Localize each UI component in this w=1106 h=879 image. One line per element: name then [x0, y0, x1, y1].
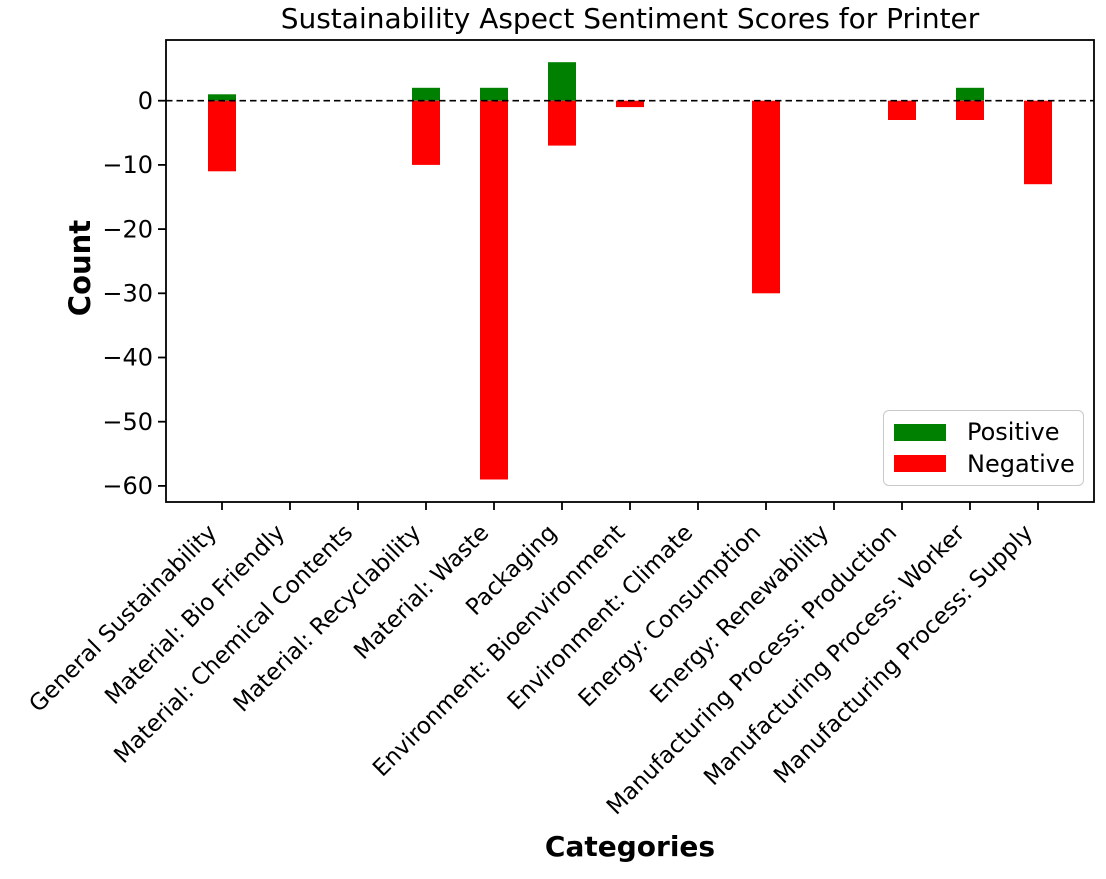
x-axis-label: Categories: [544, 830, 716, 863]
bar-positive-general-sustainability: [208, 94, 236, 101]
y-tick-label--50: −50: [102, 408, 153, 436]
y-tick-label--40: −40: [102, 344, 153, 372]
y-tick-label-0: 0: [138, 87, 153, 115]
bar-negative-manufacturing-process-production: [888, 100, 916, 120]
legend-label-negative: Negative: [967, 449, 1075, 478]
legend-swatch-negative-icon: [894, 455, 946, 473]
y-tick-label--20: −20: [102, 215, 153, 243]
bar-negative-manufacturing-process-supply: [1024, 100, 1052, 185]
bar-negative-material-waste: [480, 100, 508, 480]
bar-negative-packaging: [548, 100, 576, 146]
y-tick-label--10: −10: [102, 151, 153, 179]
legend: Positive Negative: [883, 410, 1084, 486]
bar-positive-material-waste: [480, 87, 508, 101]
bar-positive-packaging: [548, 62, 576, 101]
bar-negative-material-recyclability: [412, 100, 440, 165]
legend-entry-negative: Negative: [894, 449, 1075, 478]
bar-negative-energy-consumption: [752, 100, 780, 294]
legend-label-positive: Positive: [967, 418, 1060, 447]
chart-title: Sustainability Aspect Sentiment Scores f…: [280, 2, 980, 35]
legend-entry-positive: Positive: [894, 418, 1073, 446]
bar-positive-manufacturing-process-worker: [956, 87, 984, 101]
legend-swatch-positive-icon: [894, 423, 946, 441]
bar-positive-material-recyclability: [412, 87, 440, 101]
bar-negative-manufacturing-process-worker: [956, 100, 984, 120]
y-tick-label--30: −30: [102, 279, 153, 307]
x-tick-label-environment-bioenvironment: Environment: Bioenvironment: [368, 520, 630, 782]
bar-negative-environment-bioenvironment: [616, 100, 644, 108]
bar-negative-general-sustainability: [208, 100, 236, 172]
y-tick-label--60: −60: [102, 472, 153, 500]
